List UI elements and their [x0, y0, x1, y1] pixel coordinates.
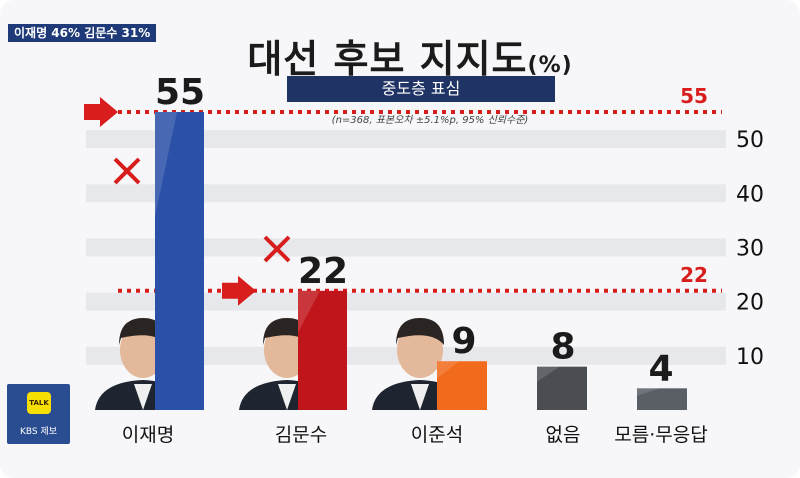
- cross-stroke: [113, 157, 141, 185]
- reference-arrow-icon: [222, 275, 256, 306]
- y-tick-label-50: 50: [736, 128, 764, 153]
- chart-title-unit: (%): [527, 53, 573, 78]
- chart-title: 대선 후보 지지도(%): [180, 28, 640, 83]
- shirt-shape: [278, 384, 296, 410]
- candidate-photos: [95, 318, 468, 410]
- chart-subtitle: 중도층 표심: [287, 76, 555, 102]
- cross-stroke: [263, 235, 291, 263]
- category-label-4: 모름·무응답: [614, 424, 707, 446]
- kbs-report-label: KBS 제보: [19, 427, 58, 437]
- value-label-0: 55: [155, 72, 205, 113]
- category-label-2: 이준석: [411, 424, 463, 446]
- value-label-3: 8: [550, 327, 575, 368]
- grid-band-40: [86, 184, 726, 203]
- value-label-2: 9: [451, 321, 476, 362]
- bar-fill: [298, 290, 347, 410]
- bar-fill: [537, 366, 587, 410]
- chart-title-text: 대선 후보 지지도: [247, 37, 528, 81]
- bar-highlight: [155, 112, 178, 217]
- bar-highlight: [298, 290, 321, 333]
- bar-fill: [437, 361, 487, 410]
- category-label-3: 없음: [546, 424, 581, 446]
- shirt-shape: [411, 384, 429, 410]
- y-axis-ticks: 10 20 30 40 50: [736, 128, 764, 370]
- value-label-1: 22: [298, 251, 348, 292]
- y-tick-label-40: 40: [736, 182, 764, 207]
- talk-logo-icon: TALK: [27, 392, 51, 414]
- value-label-4: 4: [648, 348, 673, 389]
- category-labels: 이재명 김문수 이준석 없음 모름·무응답: [122, 424, 708, 446]
- bar-1: [298, 290, 347, 410]
- value-labels: 55 22 9 8 4: [155, 72, 674, 389]
- reference-label-55: 55: [680, 84, 708, 108]
- cross-mark-icon: [263, 235, 291, 263]
- grid-band-50: [86, 130, 726, 149]
- cross-mark-icon: [113, 157, 141, 185]
- survey-note: (n=368, 표본오차 ±5.1%p, 95% 신뢰수준): [331, 115, 529, 126]
- bar-4: [637, 388, 687, 410]
- cross-marks: [113, 157, 291, 263]
- reference-arrow-icon: [84, 97, 118, 127]
- hair-shape: [396, 318, 444, 345]
- reference-label-22: 22: [680, 263, 708, 287]
- category-label-1: 김문수: [275, 424, 327, 446]
- bar-highlight: [437, 361, 460, 379]
- reference-lines: 55 22: [84, 84, 722, 306]
- bar-2: [437, 361, 487, 410]
- y-tick-label-20: 20: [736, 291, 764, 316]
- bars: [155, 112, 687, 410]
- category-label-0: 이재명: [122, 424, 174, 446]
- bar-fill: [155, 112, 204, 410]
- bar-3: [537, 366, 587, 410]
- bar-0: [155, 112, 204, 410]
- y-tick-label-30: 30: [736, 236, 764, 261]
- shirt-shape: [134, 384, 152, 410]
- y-tick-label-10: 10: [736, 345, 764, 370]
- grid-band-30: [86, 238, 726, 257]
- bar-highlight: [537, 366, 560, 382]
- bar-fill: [637, 388, 687, 410]
- bar-highlight: [637, 388, 660, 396]
- headline-tag: 이재명 46% 김문수 31%: [8, 24, 157, 42]
- kbs-report-badge: TALK KBS 제보: [7, 384, 70, 444]
